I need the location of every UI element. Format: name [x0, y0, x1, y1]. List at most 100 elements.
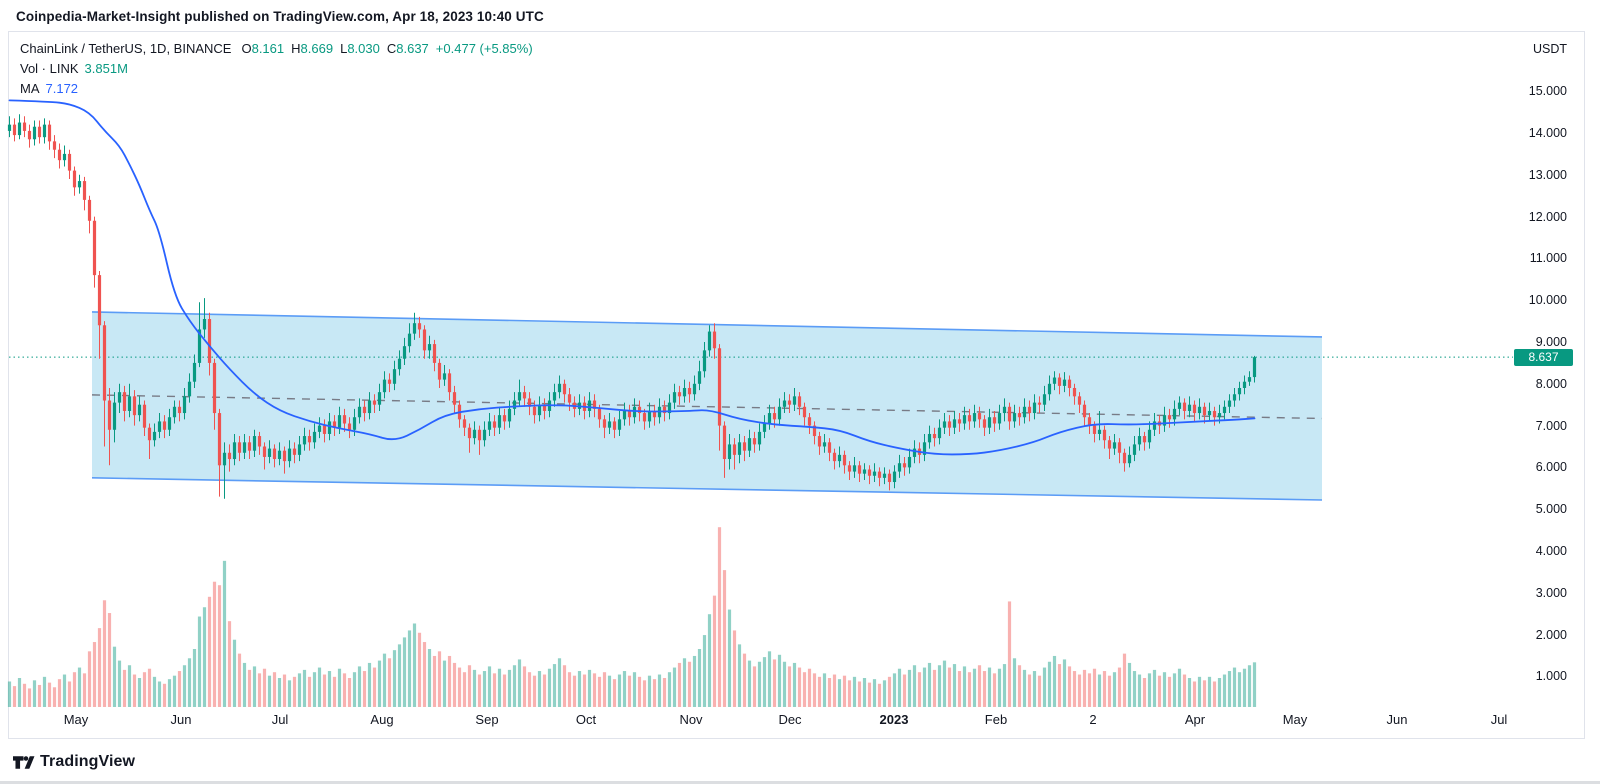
volume-bar — [172, 675, 177, 707]
volume-bar — [927, 662, 932, 707]
volume-bar — [642, 680, 647, 707]
candle — [937, 419, 942, 445]
volume-bar — [307, 676, 312, 707]
volume-bar — [452, 662, 457, 707]
candle — [262, 442, 267, 470]
candle — [887, 469, 892, 491]
volume-bar — [1177, 668, 1182, 707]
candle — [372, 394, 377, 414]
tradingview-logo-icon[interactable] — [12, 752, 35, 773]
volume-bar — [797, 667, 802, 707]
candle — [1127, 446, 1132, 468]
candle — [537, 396, 542, 422]
candle — [1222, 400, 1227, 420]
volume-bar — [122, 669, 127, 707]
candle — [242, 433, 247, 460]
volume-bar — [287, 680, 292, 707]
candle — [1182, 398, 1187, 420]
volume-bar — [152, 676, 157, 707]
volume-bar — [1162, 672, 1167, 707]
candle — [222, 442, 227, 499]
volume-bar — [687, 661, 692, 707]
candle — [47, 120, 52, 150]
volume-bar — [552, 664, 557, 707]
candle — [1187, 396, 1192, 418]
volume-bar — [982, 671, 987, 707]
candle — [212, 358, 217, 430]
volume-bar — [1172, 673, 1177, 707]
volume-bar — [137, 678, 142, 707]
volume-bar — [442, 660, 447, 707]
candle — [807, 413, 812, 434]
ohlc-item: C8.637 — [386, 41, 429, 56]
candle — [1062, 372, 1067, 393]
volume-bar — [192, 649, 197, 707]
volume-bar — [1097, 674, 1102, 707]
candles-layer — [7, 114, 1257, 499]
volume-bar — [712, 595, 717, 707]
volume-bar — [1132, 671, 1137, 707]
volume-bar — [37, 684, 42, 707]
candle — [652, 404, 657, 426]
volume-bar — [362, 671, 367, 707]
candle — [432, 339, 437, 372]
symbol-title[interactable]: ChainLink / TetherUS, 1D, BINANCE — [20, 41, 232, 56]
volume-bar — [77, 667, 82, 707]
candle — [647, 402, 652, 428]
candle — [977, 406, 982, 428]
volume-bar — [72, 672, 77, 707]
candle — [292, 442, 297, 464]
candle — [112, 392, 117, 443]
tradingview-brand[interactable]: TradingView — [40, 753, 136, 770]
volume-bar — [162, 683, 167, 707]
candle — [922, 433, 927, 462]
volume-bar — [1192, 681, 1197, 707]
candle — [1032, 394, 1037, 420]
volume-bar — [1012, 658, 1017, 707]
volume-bar — [862, 678, 867, 707]
candle — [987, 408, 992, 434]
volume-bar — [17, 678, 22, 707]
ohlc-item: O8.161 — [241, 41, 285, 56]
candle — [1142, 431, 1147, 451]
candle — [522, 385, 527, 407]
candle — [732, 438, 737, 470]
candle — [812, 421, 817, 445]
chart-card — [8, 31, 1585, 739]
candle — [1232, 387, 1237, 407]
candle — [132, 390, 137, 426]
volume-bar — [1207, 676, 1212, 707]
volume-bar — [392, 650, 397, 707]
volume-bar — [1017, 665, 1022, 707]
candle — [1017, 406, 1022, 426]
candle — [157, 413, 162, 439]
candle — [737, 433, 742, 464]
volume-bar — [312, 672, 317, 707]
ohlc-item: H8.669 — [291, 41, 334, 56]
legend-ma-row: MA 7.172 — [20, 81, 78, 97]
candle — [557, 375, 562, 399]
candle — [1072, 383, 1077, 405]
volume-bar — [132, 674, 137, 707]
volume-bar — [872, 679, 877, 707]
volume-bar — [1102, 671, 1107, 707]
candle — [947, 415, 952, 437]
volume-bar — [127, 665, 132, 707]
candle — [1202, 402, 1207, 424]
volume-bar — [692, 655, 697, 707]
volume-bar — [1222, 674, 1227, 707]
candle — [757, 423, 762, 451]
candle — [612, 417, 617, 439]
volume-bar — [517, 659, 522, 707]
volume-bar — [1037, 675, 1042, 707]
candle — [527, 392, 532, 416]
volume-bar — [997, 668, 1002, 707]
volume-bar — [242, 662, 247, 707]
candle — [762, 415, 767, 439]
volume-bar — [1252, 662, 1257, 707]
volume-bar — [1147, 673, 1152, 707]
candle — [37, 120, 42, 144]
candle — [442, 364, 447, 386]
volume-bar — [267, 675, 272, 707]
